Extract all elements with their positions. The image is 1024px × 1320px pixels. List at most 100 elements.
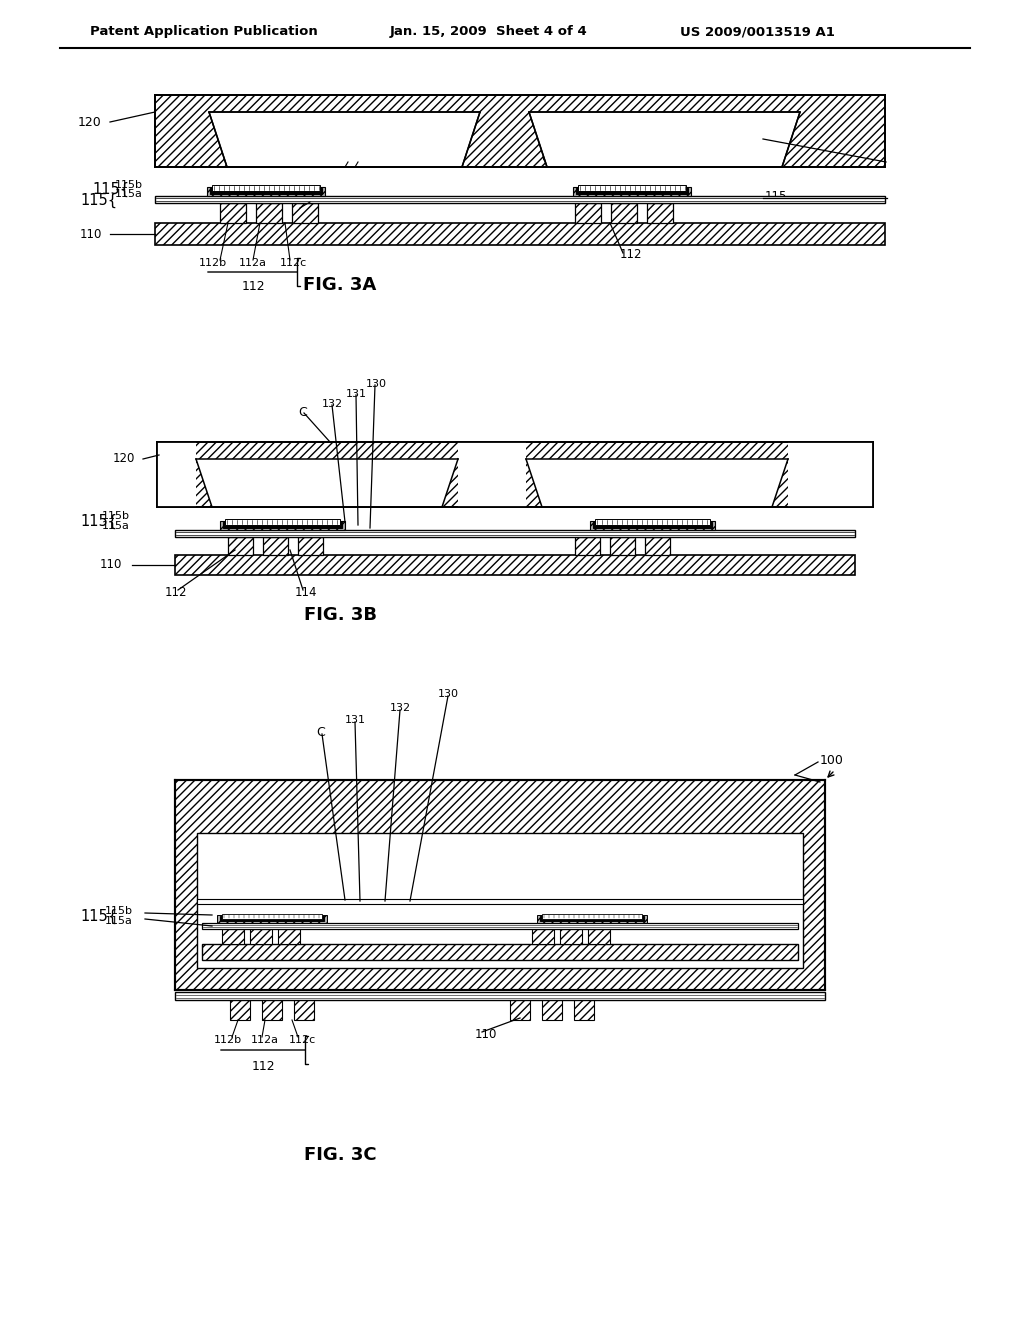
Text: 112: 112 (620, 248, 642, 261)
Text: 115: 115 (765, 190, 787, 203)
Text: 120: 120 (78, 116, 101, 128)
Polygon shape (590, 521, 715, 531)
Text: 112: 112 (165, 586, 187, 599)
Text: 112a: 112a (251, 1035, 279, 1045)
Polygon shape (611, 203, 637, 223)
Text: 112b: 112b (214, 1035, 242, 1045)
Text: 131: 131 (346, 389, 367, 399)
Text: 115{: 115{ (92, 181, 129, 197)
Polygon shape (222, 929, 244, 944)
Text: 130: 130 (348, 156, 369, 166)
Polygon shape (220, 916, 324, 921)
Polygon shape (197, 899, 803, 904)
Polygon shape (574, 995, 594, 1020)
Text: C: C (298, 405, 307, 418)
Polygon shape (788, 442, 873, 507)
Polygon shape (529, 112, 800, 168)
Text: 115{: 115{ (80, 513, 117, 528)
Polygon shape (263, 537, 288, 554)
Text: 114: 114 (295, 586, 317, 599)
Polygon shape (202, 923, 798, 929)
Polygon shape (588, 929, 610, 944)
Text: 131: 131 (345, 715, 366, 725)
Text: C: C (316, 726, 325, 738)
Polygon shape (575, 537, 600, 554)
Polygon shape (207, 187, 325, 195)
Polygon shape (573, 187, 691, 195)
Polygon shape (256, 203, 282, 223)
Text: 120: 120 (113, 453, 135, 466)
Polygon shape (298, 537, 323, 554)
Text: 112b: 112b (199, 257, 227, 268)
Polygon shape (578, 185, 686, 191)
Text: 115b: 115b (102, 511, 130, 521)
Polygon shape (262, 995, 282, 1020)
Text: FIG. 3A: FIG. 3A (303, 276, 377, 294)
Polygon shape (175, 780, 825, 990)
Polygon shape (202, 944, 798, 960)
Text: C: C (542, 153, 550, 165)
Polygon shape (593, 521, 712, 528)
Text: 130: 130 (765, 131, 787, 144)
Polygon shape (278, 929, 300, 944)
Polygon shape (542, 995, 562, 1020)
Polygon shape (542, 913, 642, 919)
Text: 110: 110 (100, 558, 123, 572)
Polygon shape (292, 203, 318, 223)
Text: 112c: 112c (289, 1035, 315, 1045)
Polygon shape (560, 929, 582, 944)
Polygon shape (155, 195, 885, 203)
Polygon shape (155, 95, 885, 168)
Polygon shape (228, 537, 253, 554)
Polygon shape (197, 833, 803, 968)
Polygon shape (610, 537, 635, 554)
Polygon shape (250, 929, 272, 944)
Polygon shape (222, 913, 322, 919)
Polygon shape (209, 112, 480, 168)
Text: US 2009/0013519 A1: US 2009/0013519 A1 (680, 25, 835, 38)
Polygon shape (209, 112, 480, 168)
Text: 112a: 112a (239, 257, 267, 268)
Polygon shape (595, 519, 710, 525)
Polygon shape (157, 442, 873, 507)
Polygon shape (210, 187, 322, 194)
Polygon shape (223, 521, 342, 528)
Polygon shape (175, 554, 855, 576)
Text: 131: 131 (328, 156, 349, 166)
Polygon shape (532, 929, 554, 944)
Polygon shape (575, 203, 601, 223)
Polygon shape (220, 203, 246, 223)
Text: 132: 132 (302, 195, 324, 206)
Polygon shape (575, 187, 688, 194)
Polygon shape (540, 916, 644, 921)
Text: 130: 130 (366, 379, 387, 389)
Text: Patent Application Publication: Patent Application Publication (90, 25, 317, 38)
Text: C: C (244, 153, 252, 165)
Polygon shape (225, 519, 340, 525)
Polygon shape (647, 203, 673, 223)
Text: 100: 100 (820, 754, 844, 767)
Text: 130: 130 (438, 689, 459, 700)
Polygon shape (529, 112, 800, 168)
Polygon shape (212, 185, 319, 191)
Text: 112: 112 (242, 281, 265, 293)
Text: 115b: 115b (115, 180, 143, 190)
Polygon shape (294, 995, 314, 1020)
Text: 115b: 115b (105, 906, 133, 916)
Text: 115{: 115{ (80, 908, 117, 924)
Text: Jan. 15, 2009  Sheet 4 of 4: Jan. 15, 2009 Sheet 4 of 4 (390, 25, 588, 38)
Text: 115a: 115a (105, 916, 133, 927)
Polygon shape (510, 995, 530, 1020)
Text: 114a: 114a (428, 158, 456, 168)
Text: 132: 132 (390, 704, 411, 713)
Polygon shape (157, 442, 196, 507)
Polygon shape (458, 442, 526, 507)
Polygon shape (175, 993, 825, 1001)
Polygon shape (537, 915, 647, 923)
Polygon shape (196, 459, 458, 507)
Text: 112c: 112c (280, 257, 306, 268)
Text: 132: 132 (322, 399, 343, 409)
Text: 112: 112 (251, 1060, 274, 1072)
Polygon shape (230, 995, 250, 1020)
Text: 115{: 115{ (80, 193, 117, 207)
